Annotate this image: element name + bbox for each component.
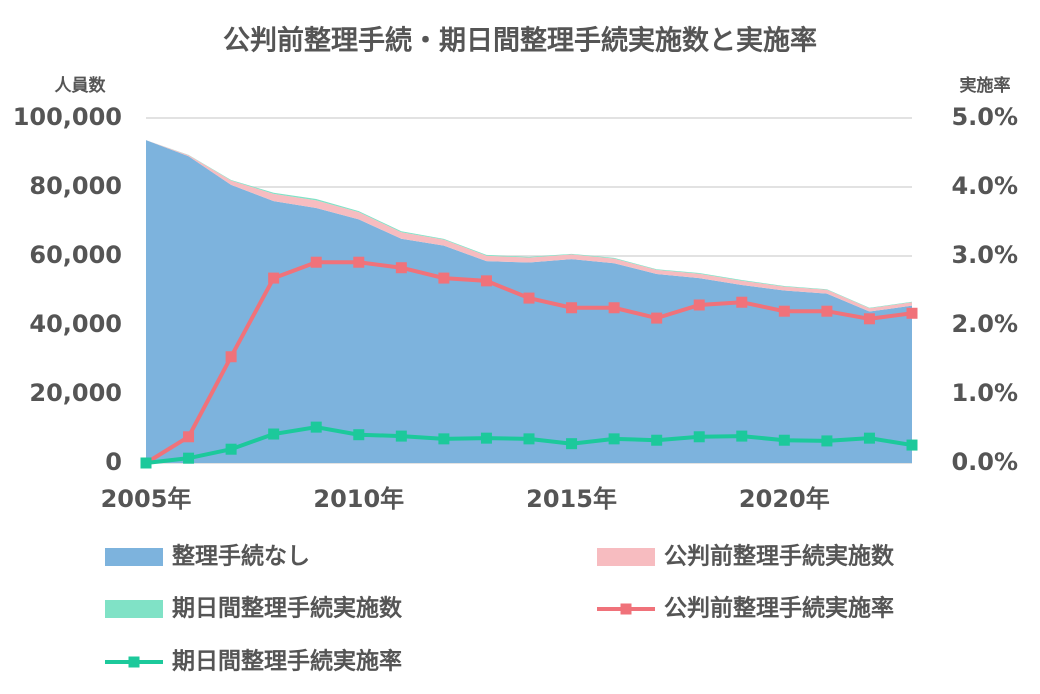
marker (566, 302, 578, 314)
marker (693, 299, 705, 311)
marker (821, 435, 833, 447)
marker (863, 432, 875, 444)
legend-label: 公判前整理手続実施数 (664, 543, 895, 570)
x-tick-label: 2020年 (739, 485, 830, 513)
marker (480, 275, 492, 287)
y-tick-label: 40,000 (29, 310, 122, 338)
legend-label: 公判前整理手続実施率 (664, 595, 894, 622)
x-tick-label: 2015年 (526, 485, 617, 513)
marker (225, 351, 237, 363)
legend-marker (620, 603, 632, 615)
legend-label: 期日間整理手続実施率 (172, 648, 402, 675)
y-tick-label: 60,000 (29, 241, 122, 269)
legend-swatch (105, 600, 163, 618)
y2-tick-label: 2.0% (951, 310, 1018, 338)
marker (693, 431, 705, 443)
marker (480, 432, 492, 444)
legend-marker (128, 656, 140, 668)
marker (523, 433, 535, 445)
marker (778, 305, 790, 317)
area (146, 140, 912, 312)
marker (438, 272, 450, 284)
marker (310, 421, 322, 433)
y-axis-label: 人員数 (55, 75, 107, 96)
y2-axis-label: 実施率 (960, 75, 1011, 96)
marker (183, 431, 195, 443)
y2-tick-label: 3.0% (951, 241, 1018, 269)
marker (140, 457, 152, 469)
marker (651, 434, 663, 446)
marker (736, 430, 748, 442)
marker (395, 262, 407, 274)
y-tick-label: 0 (105, 448, 122, 476)
marker (225, 443, 237, 455)
marker (183, 452, 195, 464)
x-tick-label: 2005年 (101, 485, 192, 513)
marker (906, 439, 918, 451)
y-tick-label: 80,000 (29, 172, 122, 200)
marker (778, 434, 790, 446)
y2-tick-label: 5.0% (951, 103, 1018, 131)
marker (438, 433, 450, 445)
marker (353, 256, 365, 268)
marker (821, 305, 833, 317)
legend-swatch (105, 548, 163, 566)
marker (395, 430, 407, 442)
legend-swatch (597, 548, 655, 566)
marker (863, 313, 875, 325)
marker (310, 256, 322, 268)
marker (608, 433, 620, 445)
y2-tick-label: 0.0% (951, 448, 1018, 476)
marker (268, 272, 280, 284)
marker (268, 428, 280, 440)
y2-tick-label: 1.0% (951, 379, 1018, 407)
marker (566, 438, 578, 450)
x-tick-label: 2010年 (313, 485, 404, 513)
legend-label: 整理手続なし (172, 543, 310, 570)
marker (523, 292, 535, 304)
chart-title: 公判前整理手続・期日間整理手続実施数と実施率 (223, 25, 817, 57)
y-tick-label: 20,000 (29, 379, 122, 407)
marker (651, 312, 663, 324)
marker (608, 302, 620, 314)
marker (736, 296, 748, 308)
marker (906, 307, 918, 319)
y-tick-label: 100,000 (13, 103, 122, 131)
legend-label: 期日間整理手続実施数 (172, 595, 403, 622)
y2-tick-label: 4.0% (951, 172, 1018, 200)
marker (353, 429, 365, 441)
